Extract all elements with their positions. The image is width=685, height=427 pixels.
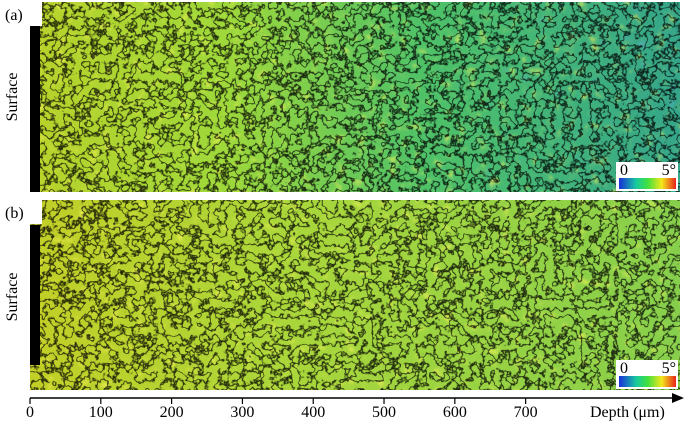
- colorbar-max: 5°: [662, 360, 676, 377]
- side-label: Surface: [4, 73, 21, 122]
- colorbar: [619, 178, 676, 189]
- label-box: [2, 2, 42, 26]
- axis-arrow: [672, 393, 684, 403]
- colorbar: [619, 376, 676, 387]
- panel-a: (a) Surface 0 5°: [2, 2, 680, 192]
- surface-edge: [30, 2, 40, 192]
- surface-edge: [30, 225, 40, 365]
- panel-label: (a): [5, 7, 23, 24]
- tick-label: 0: [26, 404, 34, 421]
- tick-label: 400: [301, 404, 325, 421]
- axis-label: Depth (μm): [590, 404, 665, 421]
- colorbar-max: 5°: [662, 162, 676, 179]
- grain-boundaries: [30, 2, 680, 192]
- grain-boundaries: [30, 200, 680, 390]
- tick-label: 600: [443, 404, 467, 421]
- side-label: Surface: [4, 273, 21, 322]
- depth-axis: Depth (μm) 0 100 200 300 400 500 600 700: [26, 393, 684, 421]
- panel-label: (b): [5, 205, 24, 222]
- tick-label: 700: [514, 404, 538, 421]
- label-box: [2, 200, 42, 224]
- tick-label: 300: [230, 404, 254, 421]
- tick-label: 500: [372, 404, 396, 421]
- panel-b: (b) Surface 0 5°: [2, 200, 680, 390]
- colorbar-min: 0: [620, 360, 628, 377]
- tick-label: 200: [160, 404, 184, 421]
- colorbar-min: 0: [620, 162, 628, 179]
- tick-label: 100: [89, 404, 113, 421]
